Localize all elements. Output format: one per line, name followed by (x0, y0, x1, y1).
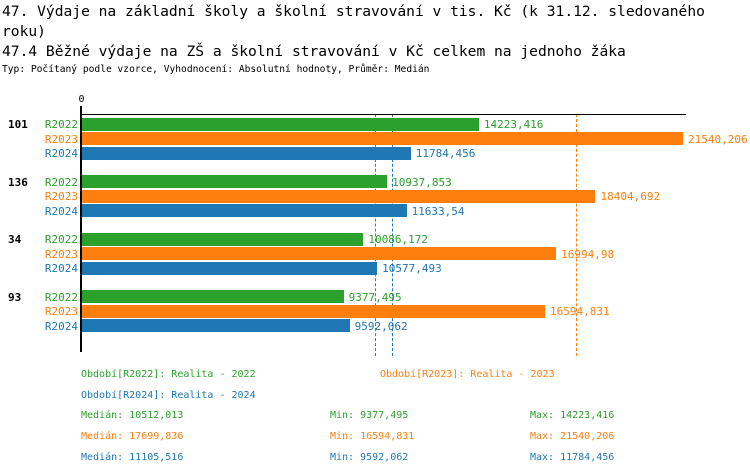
stat-median-r2024: Medián: 11105,516 (81, 452, 184, 463)
legend-item-r2022: Období[R2022]: Realita - 2022 (81, 369, 256, 380)
row-label-101-r2023: R2023 (44, 132, 78, 146)
bar-101-r2023 (82, 132, 683, 145)
chart-meta-info: Typ: Počítaný podle vzorce, Vyhodnocení:… (2, 64, 430, 75)
stat-max-r2023: Max: 21540,206 (530, 431, 615, 442)
x-axis-tick-label-zero: 0 (78, 94, 85, 105)
bar-value-101-r2023: 21540,206 (687, 132, 748, 146)
median-line-r2024 (391, 114, 393, 356)
x-axis-line (81, 114, 686, 115)
bar-value-101-r2024: 11784,456 (415, 147, 476, 160)
row-label-101-r2022: R2022 (44, 118, 78, 131)
group-label-93: 93 (8, 290, 22, 304)
bar-34-r2024 (82, 261, 378, 275)
bar-value-136-r2024: 11633,54 (411, 204, 465, 218)
row-label-136-r2024: R2024 (44, 204, 78, 218)
bar-value-93-r2023: 16594,831 (549, 305, 610, 318)
bar-value-93-r2022: 9377,495 (348, 290, 402, 304)
bar-value-93-r2024: 9592,062 (354, 319, 408, 333)
bar-101-r2022 (82, 117, 479, 131)
bar-value-136-r2023: 18404,692 (600, 190, 661, 203)
row-label-93-r2024: R2024 (44, 319, 78, 333)
bar-93-r2023 (82, 304, 545, 318)
row-label-136-r2023: R2023 (44, 190, 78, 203)
bar-93-r2024 (82, 319, 350, 332)
stat-min-r2024: Min: 9592,062 (330, 452, 409, 463)
row-label-136-r2022: R2022 (44, 175, 78, 189)
legend-item-r2024: Období[R2024]: Realita - 2024 (81, 390, 256, 401)
stat-median-r2023: Medián: 17699,836 (81, 431, 184, 442)
row-label-34-r2024: R2024 (44, 262, 78, 275)
group-label-101: 101 (8, 118, 28, 131)
bar-value-101-r2022: 14223,416 (483, 118, 544, 131)
bar-value-34-r2024: 10577,493 (382, 262, 442, 275)
stat-median-r2022: Medián: 10512,013 (81, 410, 184, 421)
row-label-93-r2023: R2023 (44, 305, 78, 318)
bar-101-r2024 (82, 146, 411, 160)
chart-header: 47. Výdaje na základní školy a školní st… (2, 2, 748, 77)
legend-item-r2023: Období[R2023]: Realita - 2023 (380, 369, 555, 380)
group-label-136: 136 (8, 175, 28, 189)
bar-34-r2023 (82, 247, 557, 260)
row-label-93-r2022: R2022 (44, 290, 78, 304)
chart-subtitle: 47.4 Běžné výdaje na ZŠ a školní stravov… (2, 43, 626, 60)
bar-136-r2024 (82, 204, 407, 217)
row-label-101-r2024: R2024 (44, 147, 78, 160)
bar-93-r2022 (82, 290, 344, 303)
bar-value-34-r2022: 10086,172 (368, 233, 428, 246)
bar-136-r2022 (82, 175, 388, 188)
x-axis-tick-mark (80, 106, 82, 114)
bar-value-136-r2022: 10937,853 (392, 175, 452, 189)
median-line-r2022 (375, 114, 377, 356)
y-axis-line (80, 114, 82, 352)
median-line-r2023 (575, 114, 577, 356)
stat-min-r2023: Min: 16594,831 (330, 431, 415, 442)
bar-value-34-r2023: 16994,98 (561, 247, 615, 261)
stat-max-r2024: Max: 11784,456 (530, 452, 615, 463)
stat-max-r2022: Max: 14223,416 (530, 410, 615, 421)
bar-136-r2023 (82, 189, 596, 203)
bar-34-r2022 (82, 232, 364, 246)
group-label-34: 34 (8, 233, 22, 246)
chart-title: 47. Výdaje na základní školy a školní st… (2, 3, 705, 40)
row-label-34-r2022: R2022 (44, 233, 78, 246)
row-label-34-r2023: R2023 (44, 247, 78, 261)
stat-min-r2022: Min: 9377,495 (330, 410, 409, 421)
